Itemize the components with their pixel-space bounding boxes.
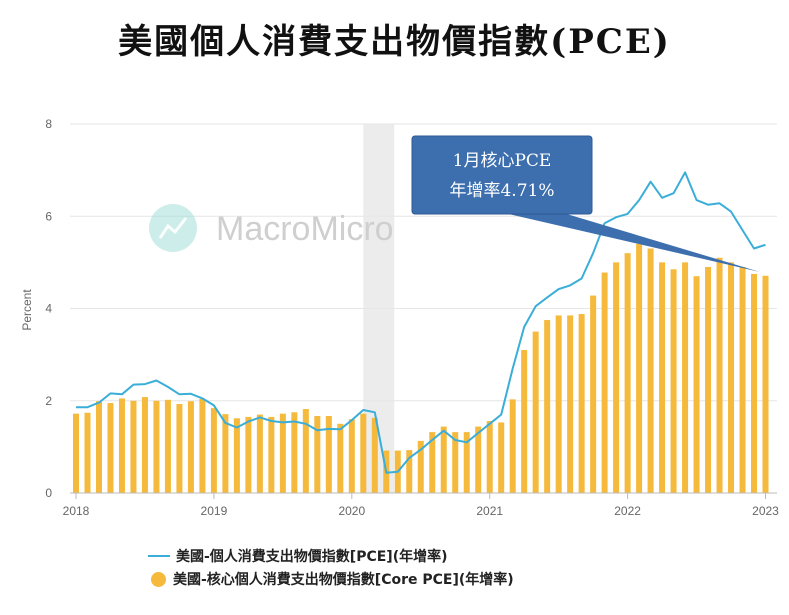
core-pce-bar <box>118 398 125 493</box>
callout-box <box>411 135 593 215</box>
core-pce-bar <box>682 262 689 493</box>
core-pce-bar <box>371 417 378 493</box>
core-pce-bar <box>233 418 240 493</box>
legend-dot-swatch <box>151 571 166 587</box>
callout-line-2: 年增率4.71% <box>449 181 554 201</box>
x-tick-label: 2023 <box>752 504 779 518</box>
core-pce-bar <box>348 419 355 493</box>
core-pce-bar <box>716 257 723 493</box>
core-pce-bar <box>475 426 482 493</box>
core-pce-bar <box>452 432 459 493</box>
core-pce-bar <box>636 243 643 493</box>
x-tick-label: 2019 <box>201 504 228 518</box>
page-title: 美國個人消費支出物價指數(PCE) <box>118 22 671 62</box>
core-pce-bar <box>659 262 666 493</box>
core-pce-bar <box>463 432 470 493</box>
core-pce-bar <box>751 273 758 493</box>
core-pce-bar <box>325 415 332 493</box>
legend-item-pce[interactable]: 美國-個人消費支出物價指數[PCE](年增率) <box>148 546 708 566</box>
y-tick-label: 4 <box>45 302 52 316</box>
core-pce-bar <box>613 262 620 493</box>
core-pce-bar <box>429 432 436 493</box>
core-pce-bar <box>95 401 102 493</box>
core-pce-bar <box>578 314 585 493</box>
core-pce-bar <box>555 315 562 493</box>
core-pce-bar <box>73 413 79 493</box>
core-pce-bar <box>176 403 183 493</box>
callout-line-1: 1月核心PCE <box>453 151 552 171</box>
watermark: MacroMicro <box>149 204 394 252</box>
core-pce-bar <box>567 315 574 493</box>
legend-item-core-pce[interactable]: 美國-核心個人消費支出物價指數[Core PCE](年增率) <box>148 569 708 589</box>
core-pce-bar <box>360 413 367 493</box>
legend-label-pce: 美國-個人消費支出物價指數[PCE](年增率) <box>176 549 448 565</box>
core-pce-bar <box>509 399 516 493</box>
core-pce-bar <box>337 423 344 493</box>
core-pce-bar <box>601 272 608 493</box>
callout-pointer <box>500 212 760 272</box>
core-pce-bars <box>73 243 769 493</box>
legend-line-swatch <box>148 555 170 557</box>
core-pce-bar <box>291 412 298 493</box>
legend-label-core-pce: 美國-核心個人消費支出物價指數[Core PCE](年增率) <box>173 572 514 588</box>
core-pce-bar <box>498 422 505 493</box>
core-pce-bar <box>762 275 769 493</box>
core-pce-bar <box>199 398 206 493</box>
y-tick-label: 2 <box>45 394 52 408</box>
watermark-logo-chart-icon <box>158 217 188 239</box>
watermark-logo-icon <box>149 204 197 252</box>
core-pce-bar <box>406 450 413 493</box>
pce-line <box>76 171 766 474</box>
y-tick-label: 6 <box>45 209 52 223</box>
axes: 0 2 4 6 8 2018 2019 2020 2021 2022 2023 <box>45 117 779 518</box>
core-pce-bar <box>256 414 263 493</box>
core-pce-bar <box>670 269 677 493</box>
core-pce-bar <box>544 320 551 493</box>
core-pce-bar <box>268 416 275 493</box>
core-pce-bar <box>521 350 528 493</box>
core-pce-bar <box>141 397 148 493</box>
pce-line-layer <box>76 171 766 474</box>
watermark-text: MacroMicro <box>216 210 394 248</box>
x-tick-label: 2020 <box>338 504 365 518</box>
core-pce-bar <box>107 403 114 493</box>
core-pce-bar <box>417 440 424 493</box>
x-tick-label: 2022 <box>614 504 641 518</box>
core-pce-bar <box>164 399 171 493</box>
core-pce-bar <box>210 408 217 493</box>
core-pce-bar <box>153 400 160 493</box>
core-pce-bar <box>245 416 252 493</box>
core-pce-bar <box>624 253 631 493</box>
core-pce-bar <box>728 262 735 493</box>
core-pce-bar <box>84 412 91 493</box>
core-pce-bar <box>486 421 493 493</box>
y-tick-label: 8 <box>45 117 52 131</box>
core-pce-bar <box>130 400 137 493</box>
core-pce-bar <box>693 276 700 493</box>
core-pce-bar <box>647 248 654 493</box>
core-pce-bar <box>440 426 447 493</box>
callout: 1月核心PCE 年增率4.71% <box>411 135 760 272</box>
y-axis-title: Percent <box>20 289 34 331</box>
core-pce-bar <box>739 266 746 493</box>
core-pce-bar <box>187 401 194 493</box>
core-pce-bar <box>532 331 539 493</box>
core-pce-bar <box>590 295 597 493</box>
core-pce-bar <box>222 414 229 493</box>
core-pce-bar <box>314 415 321 493</box>
y-tick-label: 0 <box>45 486 52 500</box>
core-pce-bar <box>705 266 712 493</box>
core-pce-bar <box>302 409 309 493</box>
core-pce-bar <box>279 413 286 493</box>
x-tick-label: 2018 <box>63 504 90 518</box>
x-tick-label: 2021 <box>476 504 503 518</box>
